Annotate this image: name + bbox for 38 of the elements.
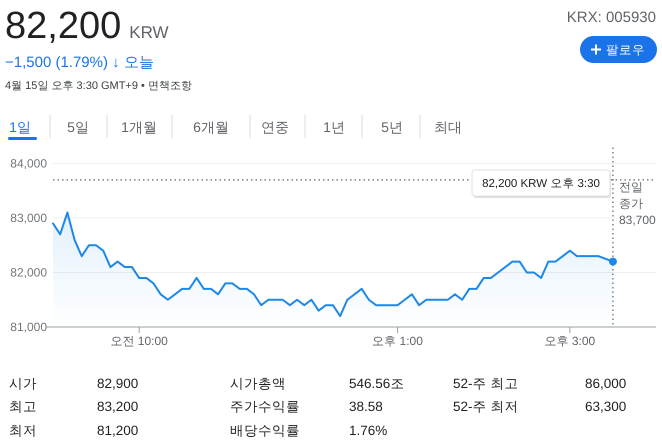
text: 5일 xyxy=(67,119,89,135)
x-tick-label: 오전 10:00 xyxy=(110,334,168,348)
text: 주가수익률 xyxy=(230,399,300,414)
text: 팔로우 xyxy=(606,43,645,57)
text: 4월 15일 오후 3:30 GMT+9 • 면책조항 xyxy=(5,80,192,92)
text: 시가총액 xyxy=(230,376,286,391)
text: 시가 xyxy=(9,376,37,391)
text: 82,900 xyxy=(97,376,138,391)
text: 연중 xyxy=(261,119,289,135)
text: 6개월 xyxy=(193,119,229,135)
text: 83,200 xyxy=(97,399,138,414)
ref-line-label: 전일 종가 83,700 xyxy=(619,180,656,227)
text: 81,200 xyxy=(97,423,138,438)
text: 38.58 xyxy=(349,399,383,414)
text: 1일 xyxy=(9,119,31,135)
annotation: 82,200 KRW 오후 3:30 xyxy=(482,178,600,190)
text: 63,300 xyxy=(585,399,626,414)
text: 1년 xyxy=(323,119,345,135)
text: 최고 xyxy=(9,399,37,414)
y-tick-label: 83,000 xyxy=(10,211,48,225)
text: 52-주 최저 xyxy=(453,399,518,414)
text: 5년 xyxy=(381,119,403,135)
y-tick-label: 82,000 xyxy=(10,266,48,280)
y-tick-label: 84,000 xyxy=(10,156,48,170)
x-tick-label: 오후 3:00 xyxy=(544,334,596,348)
text: 52-주 최고 xyxy=(453,376,518,391)
text: 86,000 xyxy=(585,376,626,391)
chart-title: 82,200 KRW xyxy=(5,5,169,47)
chart-subtitle: −1,500 (1.79%) ↓ 오늘 xyxy=(5,54,154,71)
text: KRX: 005930 xyxy=(566,9,656,26)
text: 1개월 xyxy=(121,119,157,135)
x-tick-label: 오후 1:00 xyxy=(372,334,424,348)
y-tick-label: 81,000 xyxy=(10,320,48,334)
text: 최저 xyxy=(9,423,37,438)
text: 배당수익률 xyxy=(230,423,300,438)
text: 546.56조 xyxy=(349,376,404,391)
text: 1.76% xyxy=(349,423,388,438)
text: 최대 xyxy=(434,119,462,135)
